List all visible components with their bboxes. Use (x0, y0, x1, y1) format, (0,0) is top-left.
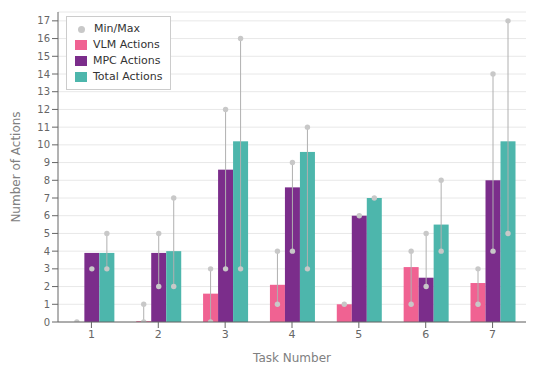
html-text:MPC Actions: MPC Actions (93, 54, 161, 67)
svg-text:13: 13 (37, 86, 50, 97)
svg-text:15: 15 (37, 51, 50, 62)
svg-text:4: 4 (289, 328, 296, 341)
svg-text:11: 11 (37, 122, 50, 133)
svg-text:12: 12 (37, 104, 50, 115)
svg-text:3: 3 (44, 263, 50, 274)
html-text:VLM Actions: VLM Actions (93, 38, 160, 51)
svg-text:Number of Actions: Number of Actions (9, 111, 23, 222)
svg-text:5: 5 (44, 228, 50, 239)
svg-text:1: 1 (44, 299, 50, 310)
svg-text:6: 6 (44, 210, 50, 221)
svg-text:7: 7 (44, 193, 50, 204)
svg-text:2: 2 (44, 281, 50, 292)
svg-text:14: 14 (37, 69, 50, 80)
html-text:Total Actions: Total Actions (93, 70, 163, 83)
html-text:Min/Max: Min/Max (94, 22, 140, 35)
svg-text:5: 5 (355, 328, 362, 341)
svg-text:7: 7 (489, 328, 496, 341)
svg-text:3: 3 (222, 328, 229, 341)
svg-text:1: 1 (88, 328, 95, 341)
svg-text:2: 2 (155, 328, 162, 341)
svg-text:16: 16 (37, 33, 50, 44)
svg-text:9: 9 (44, 157, 50, 168)
svg-text:4: 4 (44, 246, 50, 257)
svg-text:6: 6 (422, 328, 429, 341)
svg-text:8: 8 (44, 175, 50, 186)
svg-text:10: 10 (37, 139, 50, 150)
svg-text:17: 17 (37, 15, 50, 26)
svg-text:Task Number: Task Number (252, 351, 331, 365)
svg-text:0: 0 (44, 317, 50, 328)
